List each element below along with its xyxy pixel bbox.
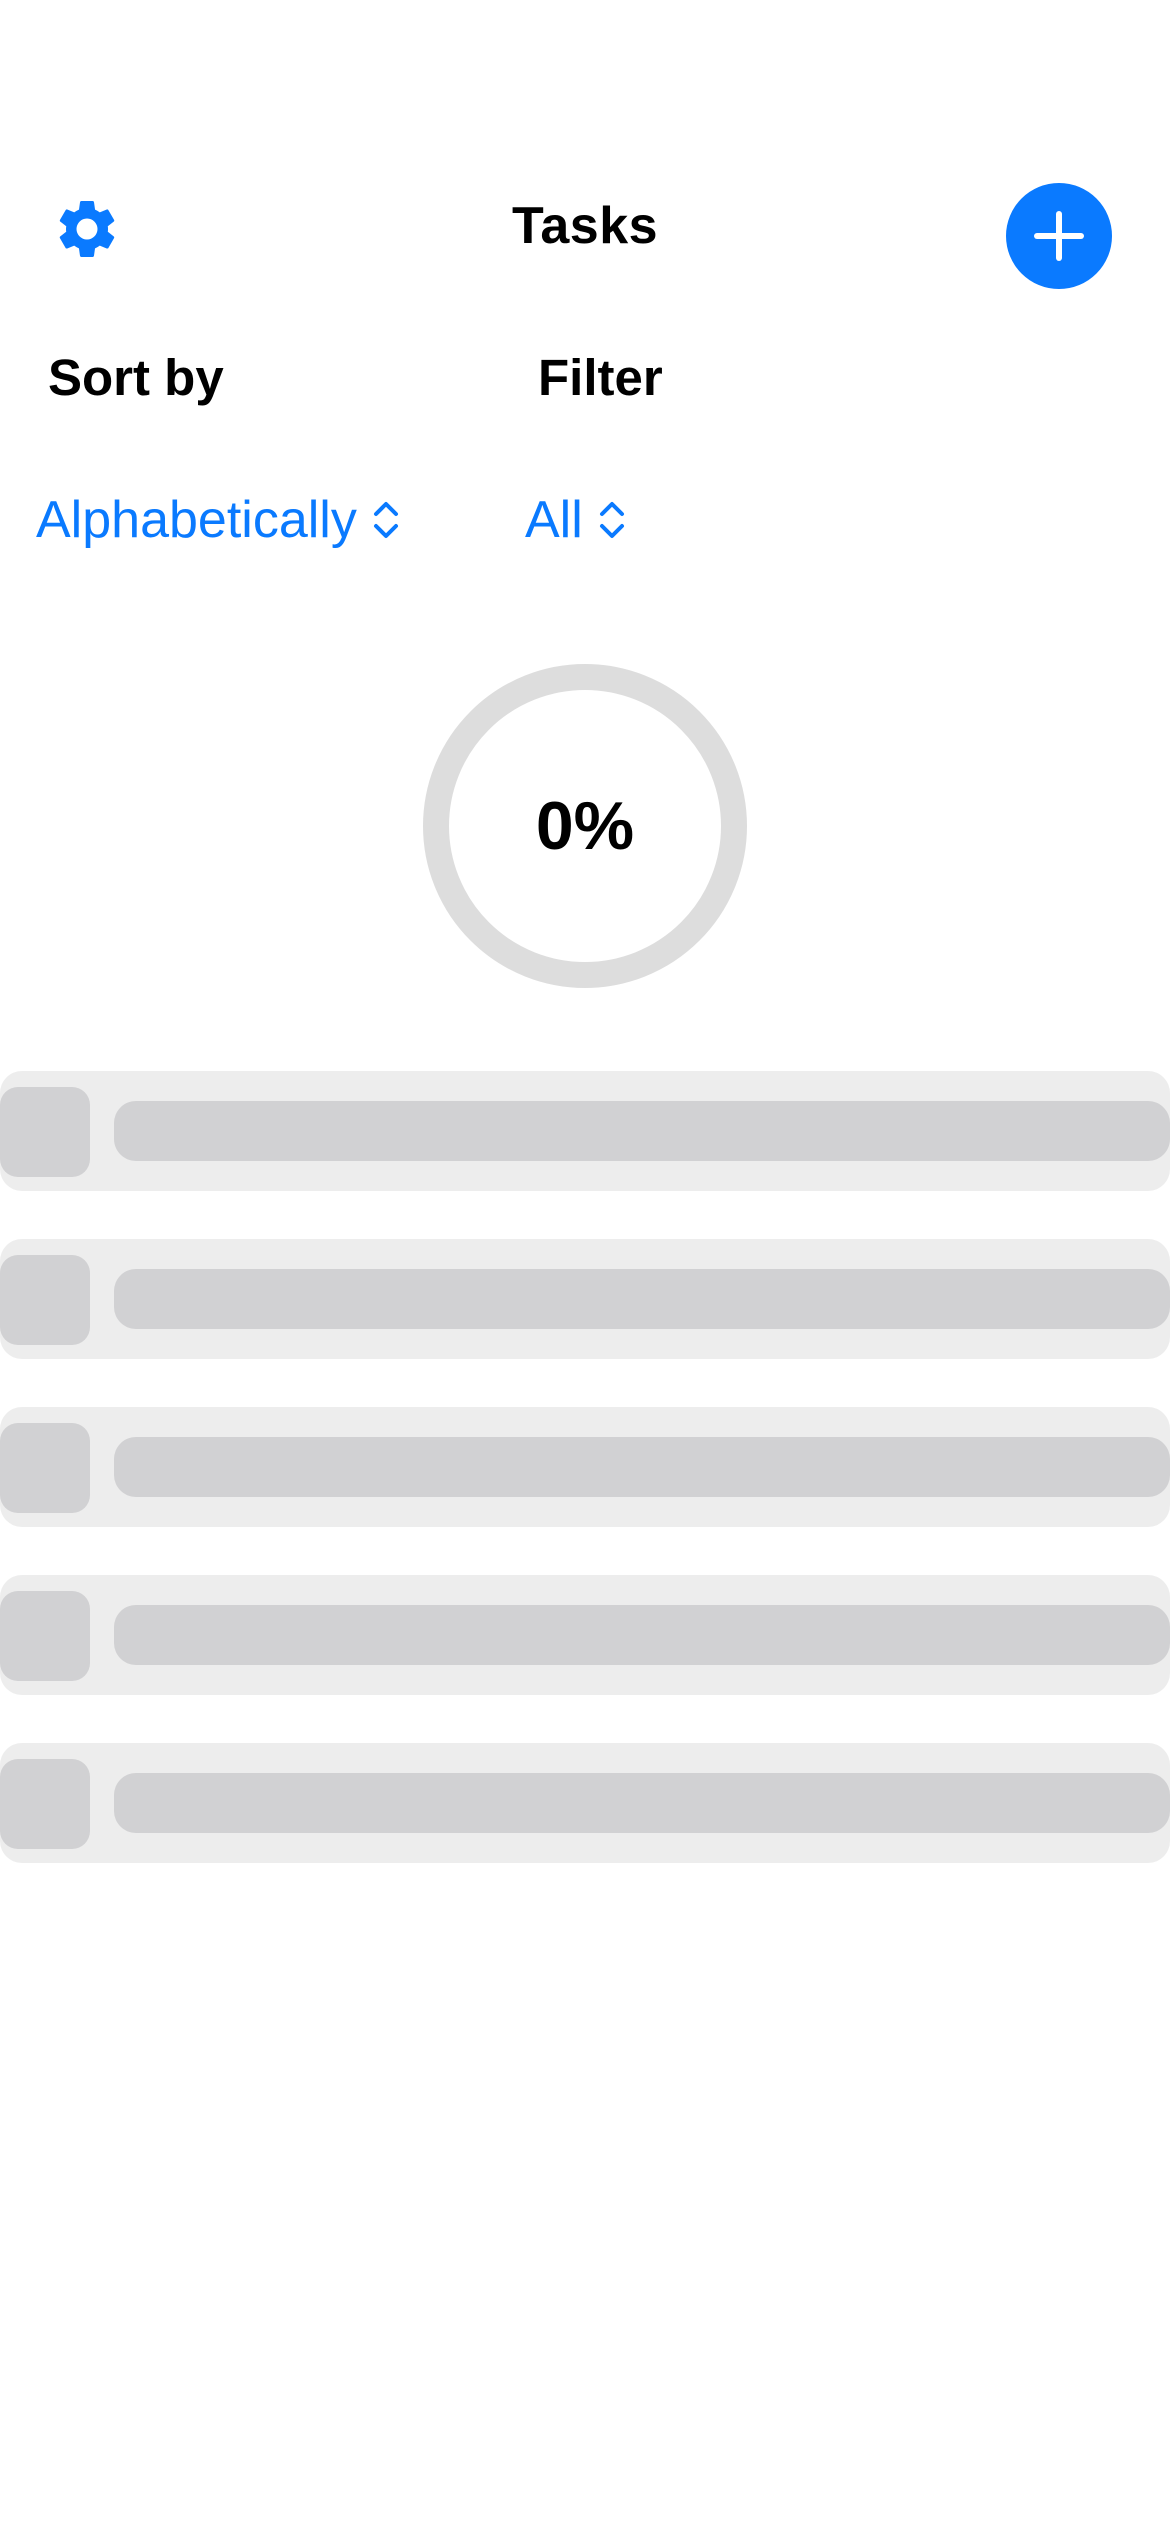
progress-ring-track (423, 664, 747, 988)
plus-icon (1034, 211, 1084, 261)
sort-picker-value: Alphabetically (36, 491, 357, 549)
checkbox-placeholder (0, 1255, 90, 1345)
task-row-placeholder (0, 1575, 1170, 1695)
filter-picker[interactable]: All (525, 490, 627, 550)
filter-label: Filter (538, 349, 663, 406)
checkbox-placeholder (0, 1591, 90, 1681)
sort-by-label: Sort by (48, 349, 224, 406)
sort-picker[interactable]: Alphabetically (36, 490, 401, 550)
progress-percentage: 0% (535, 788, 635, 864)
add-task-button[interactable] (1006, 183, 1112, 289)
gear-icon (59, 200, 115, 257)
chevron-up-down-icon (373, 502, 398, 538)
filter-picker-value: All (525, 491, 583, 549)
task-title-placeholder (114, 1101, 1170, 1161)
task-row-placeholder (0, 1239, 1170, 1359)
task-title-placeholder (114, 1605, 1170, 1665)
task-list (0, 1071, 1170, 1911)
checkbox-placeholder (0, 1087, 90, 1177)
task-row-placeholder (0, 1743, 1170, 1863)
task-title-placeholder (114, 1773, 1170, 1833)
task-row-placeholder (0, 1071, 1170, 1191)
checkbox-placeholder (0, 1759, 90, 1849)
task-title-placeholder (114, 1269, 1170, 1329)
progress-ring: 0% (422, 663, 748, 989)
task-row-placeholder (0, 1407, 1170, 1527)
page-title: Tasks (511, 197, 659, 255)
chevron-up-down-icon (599, 502, 624, 538)
settings-button[interactable] (48, 190, 126, 268)
checkbox-placeholder (0, 1423, 90, 1513)
progress-ring-graphic (423, 664, 747, 988)
task-title-placeholder (114, 1437, 1170, 1497)
